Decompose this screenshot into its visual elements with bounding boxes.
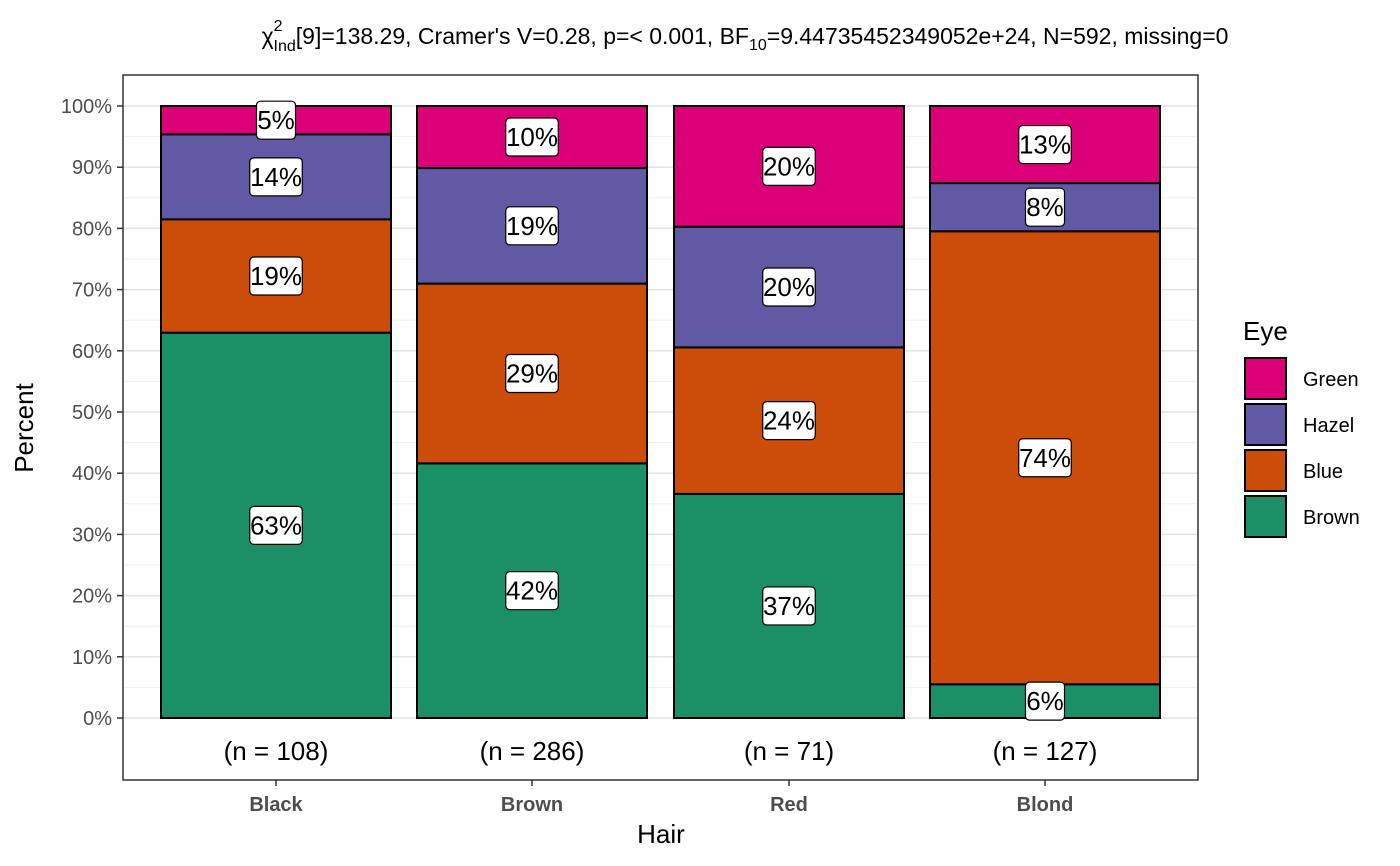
- title-chi-sup: 2: [274, 18, 283, 35]
- y-tick-label: 40%: [72, 463, 112, 485]
- chart-title: χ2 Ind[9]=138.29, Cramer's V=0.28, p=< 0.…: [262, 18, 1229, 55]
- data-label: 20%: [763, 272, 815, 302]
- count-label: (n = 127): [993, 736, 1098, 766]
- data-label: 24%: [763, 406, 815, 436]
- title-chi: χ: [262, 23, 274, 49]
- data-label-box: [249, 157, 303, 197]
- legend-swatch-blue: [1244, 449, 1287, 492]
- data-label-box: [762, 586, 816, 626]
- legend-swatch-brown: [1244, 495, 1287, 538]
- data-label-box: [1024, 187, 1066, 227]
- legend-swatch-green: [1244, 357, 1287, 400]
- y-axis-title: Percent: [9, 382, 39, 472]
- legend-label-brown: Brown: [1303, 507, 1360, 529]
- x-tick-label: Blond: [1017, 794, 1074, 816]
- data-label: 63%: [250, 510, 302, 540]
- title-rest: =9.44735452349052e+24, N=592, missing=0: [767, 23, 1229, 49]
- y-tick-label: 50%: [72, 402, 112, 424]
- count-label: (n = 108): [224, 736, 329, 766]
- data-label-box: [1024, 681, 1066, 721]
- y-tick-label: 20%: [72, 586, 112, 608]
- y-tick-label: 80%: [72, 218, 112, 240]
- title-mid: [9]=138.29, Cramer's V=0.28, p=< 0.001, …: [296, 23, 749, 49]
- data-label: 19%: [506, 211, 558, 241]
- bar-segment-brown-green: [416, 105, 648, 170]
- data-label-box: [762, 267, 816, 307]
- count-label: (n = 71): [744, 736, 834, 766]
- data-label-box: [505, 117, 559, 157]
- data-label: 29%: [506, 358, 558, 388]
- data-label-box: [505, 353, 559, 394]
- data-label: 20%: [763, 151, 815, 181]
- data-label: 74%: [1019, 443, 1071, 473]
- legend-label-hazel: Hazel: [1303, 415, 1354, 437]
- data-label-box: [762, 401, 816, 441]
- data-label: 8%: [1026, 192, 1064, 222]
- data-label: 6%: [1026, 686, 1064, 716]
- panel-border: [122, 74, 1199, 781]
- bar-segment-blond-blue: [929, 230, 1161, 686]
- data-label-box: [505, 206, 559, 246]
- count-label: (n = 286): [480, 736, 585, 766]
- x-tick-label: Black: [249, 794, 303, 816]
- legend-swatch-hazel: [1244, 403, 1287, 446]
- legend-title: Eye: [1243, 316, 1288, 346]
- y-tick-label: 30%: [72, 524, 112, 546]
- data-label: 10%: [506, 122, 558, 152]
- data-label: 37%: [763, 591, 815, 621]
- data-label: 42%: [506, 576, 558, 606]
- x-axis-title: Hair: [637, 819, 685, 849]
- y-tick-label: 60%: [72, 341, 112, 363]
- data-label-box: [762, 146, 816, 186]
- plot-area: 63% 19% 14% 5% (n = 108) Black 42% 29% 19% 10% (n …: [61, 74, 1199, 816]
- data-label-box: [249, 505, 303, 545]
- y-tick-label: 90%: [72, 157, 112, 179]
- y-tick-label: 10%: [72, 647, 112, 669]
- data-label-box: [1018, 124, 1072, 165]
- data-label: 5%: [257, 105, 295, 135]
- data-label-box: [249, 256, 303, 296]
- data-label: 14%: [250, 162, 302, 192]
- title-bf-sub: 10: [749, 37, 767, 54]
- data-label-box: [505, 571, 559, 611]
- title-chi-sub: Ind: [274, 38, 296, 55]
- data-label: 13%: [1019, 130, 1071, 160]
- data-label-box: [1018, 438, 1072, 478]
- x-tick-label: Brown: [501, 794, 563, 816]
- legend-label-blue: Blue: [1303, 461, 1343, 483]
- legend: Eye Green Hazel Blue Brown: [1243, 316, 1360, 538]
- x-tick-label: Red: [770, 794, 808, 816]
- legend-label-green: Green: [1303, 369, 1359, 391]
- y-tick-label: 70%: [72, 280, 112, 302]
- y-tick-label: 100%: [61, 96, 112, 118]
- data-label: 19%: [250, 261, 302, 291]
- data-label-box: [255, 100, 297, 140]
- y-tick-label: 0%: [83, 708, 112, 730]
